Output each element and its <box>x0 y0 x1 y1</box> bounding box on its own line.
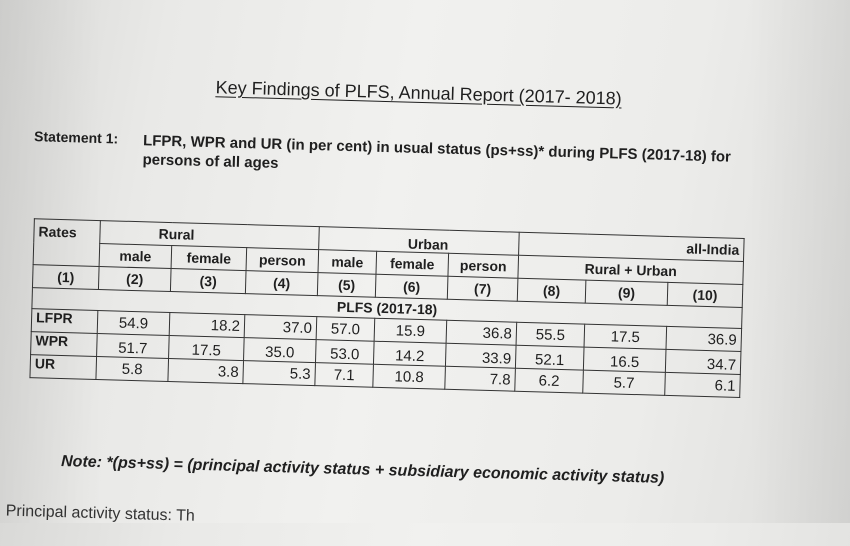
cell: 10.8 <box>372 364 446 390</box>
cell: 51.7 <box>96 333 170 359</box>
plfs-rates-table: Rates Rural Urban all-India male female … <box>29 218 745 398</box>
col-number: (10) <box>667 282 743 308</box>
cell: 5.7 <box>582 370 666 396</box>
cell: 33.9 <box>445 343 517 369</box>
cut-off-paragraph: Principal activity status: Th <box>5 502 195 525</box>
sub-header: male <box>317 249 377 275</box>
cell: 36.9 <box>665 326 742 352</box>
cell: 57.0 <box>316 316 375 342</box>
sub-header: person <box>447 253 519 279</box>
cell: 17.5 <box>168 335 245 361</box>
col-number: (7) <box>447 276 518 302</box>
cell: 36.8 <box>446 320 517 346</box>
statement-text: LFPR, WPR and UR (in per cent) in usual … <box>142 132 732 172</box>
row-label: WPR <box>30 331 98 357</box>
cell: 15.9 <box>374 318 447 344</box>
cell: 54.9 <box>97 310 170 336</box>
rates-header: Rates <box>33 218 101 267</box>
col-number: (9) <box>585 280 668 306</box>
row-label: LFPR <box>31 308 98 334</box>
cell: 52.1 <box>515 345 585 371</box>
page-title: Key Findings of PLFS, Annual Report (201… <box>215 77 623 109</box>
col-number: (1) <box>32 264 100 290</box>
row-label: UR <box>29 354 97 380</box>
cell: 5.3 <box>242 360 316 386</box>
cell: 17.5 <box>584 324 667 350</box>
cell: 3.8 <box>167 358 244 384</box>
cell: 7.1 <box>314 362 374 388</box>
cell: 5.8 <box>95 356 169 382</box>
cell: 18.2 <box>169 312 245 338</box>
col-number: (4) <box>245 270 318 296</box>
sub-header: male <box>99 243 172 269</box>
cell: 14.2 <box>373 341 447 367</box>
sub-header: female <box>375 251 449 277</box>
cell: 35.0 <box>243 337 317 363</box>
sub-header: person <box>246 247 319 273</box>
cell: 6.1 <box>664 372 741 398</box>
statement-label: Statement 1: <box>33 128 119 147</box>
cell: 55.5 <box>516 322 585 348</box>
cell: 7.8 <box>444 366 516 392</box>
col-number: (3) <box>170 268 247 294</box>
col-number: (8) <box>517 278 586 304</box>
cell: 34.7 <box>665 349 741 375</box>
col-number: (5) <box>317 272 376 298</box>
cell: 53.0 <box>315 339 375 365</box>
col-number: (2) <box>98 266 172 292</box>
sub-header: female <box>171 245 247 271</box>
table-note: Note: *(ps+ss) = (principal activity sta… <box>60 453 665 487</box>
col-number: (6) <box>375 274 448 300</box>
cell: 6.2 <box>514 368 584 394</box>
cell: 37.0 <box>244 314 317 340</box>
cell: 16.5 <box>583 347 666 373</box>
